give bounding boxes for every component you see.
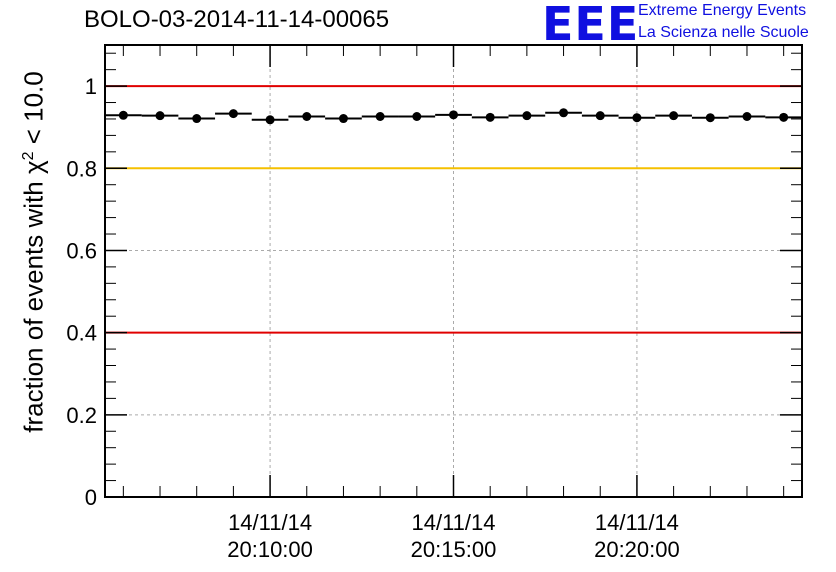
data-point: [265, 115, 275, 125]
y-tick-label: 0: [85, 485, 97, 510]
y-tick-label: 0.8: [66, 156, 97, 181]
plot-frame: [104, 44, 803, 498]
x-tick-label-date: 14/11/14: [228, 510, 312, 535]
y-tick-label: 1: [85, 74, 97, 99]
x-tick-label-date: 14/11/14: [595, 510, 679, 535]
data-point: [302, 111, 312, 121]
data-point: [192, 114, 202, 124]
data-point: [705, 113, 715, 123]
x-tick-label-time: 20:20:00: [594, 537, 680, 562]
data-point: [412, 111, 422, 121]
y-tick-label: 0.4: [66, 321, 97, 346]
data-point: [228, 109, 238, 119]
data-point: [375, 111, 385, 121]
y-tick-label: 0.6: [66, 238, 97, 263]
data-point: [155, 111, 165, 121]
data-point: [595, 111, 605, 121]
logo-tagline-2: La Scienza nelle Scuole: [638, 24, 809, 41]
data-points: [105, 108, 802, 125]
chart-title: BOLO-03-2014-11-14-00065: [84, 6, 390, 33]
data-point: [742, 111, 752, 121]
data-point: [338, 114, 348, 124]
x-tick-label-date: 14/11/14: [411, 510, 495, 535]
y-tick-labels: 0 0.2 0.4 0.6 0.8 1: [66, 74, 97, 510]
y-tick-label: 0.2: [66, 403, 97, 428]
data-point: [559, 108, 569, 118]
x-tick-label-time: 20:15:00: [411, 537, 497, 562]
data-point: [669, 111, 679, 121]
eee-logo: EEE: [542, 0, 640, 51]
data-point: [118, 110, 128, 120]
data-point: [449, 110, 458, 120]
logo-tagline-1: Extreme Energy Events: [638, 2, 807, 19]
data-point: [522, 111, 532, 121]
x-tick-label-time: 20:10:00: [227, 537, 313, 562]
reference-lines: [105, 85, 802, 334]
x-tick-labels: 14/11/1420:10:0014/11/1420:15:0014/11/14…: [227, 510, 679, 562]
data-point: [779, 112, 789, 122]
data-point: [485, 112, 495, 122]
data-point: [632, 113, 642, 123]
